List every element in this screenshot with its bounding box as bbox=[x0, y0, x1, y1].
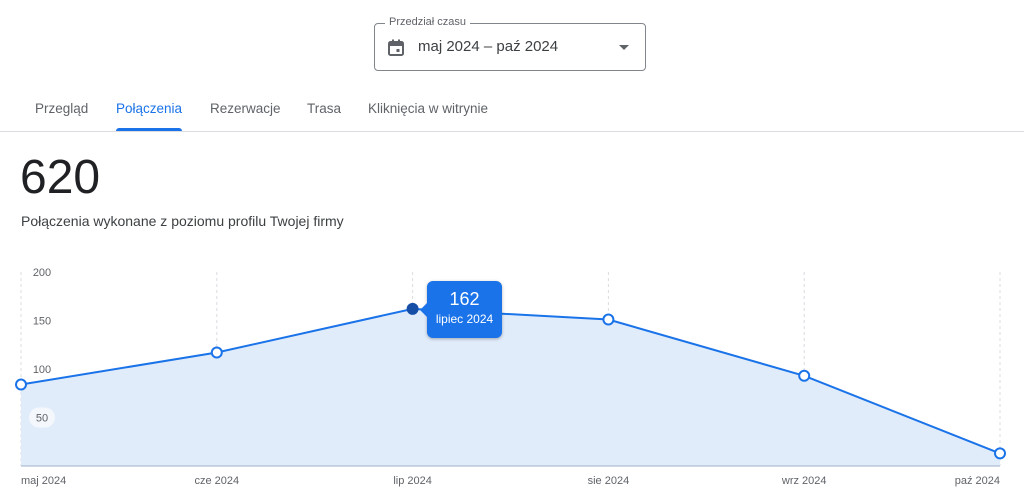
tooltip-label: lipiec 2024 bbox=[435, 312, 494, 326]
y-tick-label: 200 bbox=[33, 267, 51, 279]
data-point bbox=[210, 346, 223, 359]
y-tick-label: 100 bbox=[33, 364, 51, 376]
y-tick-label: 50 bbox=[36, 413, 48, 425]
tab-calls[interactable]: Połączenia bbox=[116, 101, 183, 131]
chart-tooltip: 162 lipiec 2024 bbox=[420, 281, 502, 338]
date-range-value: maj 2024 – paź 2024 bbox=[418, 38, 559, 55]
y-tick-label: 150 bbox=[33, 316, 51, 328]
data-point bbox=[15, 378, 27, 391]
x-tick-label: maj 2024 bbox=[21, 475, 66, 487]
tab-overview[interactable]: Przegląd bbox=[35, 101, 89, 116]
data-point bbox=[798, 369, 811, 382]
x-tick-label: lip 2024 bbox=[393, 475, 432, 487]
tab-website-clicks[interactable]: Kliknięcia w witrynie bbox=[368, 101, 489, 116]
data-point bbox=[994, 447, 1006, 460]
tab-directions[interactable]: Trasa bbox=[307, 101, 342, 116]
x-tick-label: paź 2024 bbox=[955, 475, 1000, 487]
x-tick-label: sie 2024 bbox=[588, 475, 630, 487]
calendar-icon bbox=[388, 39, 404, 56]
area-fill bbox=[21, 308, 1000, 466]
x-tick-label: cze 2024 bbox=[194, 475, 239, 487]
data-point bbox=[602, 313, 615, 326]
data-point bbox=[406, 302, 419, 315]
tab-bookings[interactable]: Rezerwacje bbox=[210, 101, 281, 116]
total-calls: 620 bbox=[20, 151, 101, 204]
date-range-label: Przedział czasu bbox=[385, 16, 471, 28]
x-tick-label: wrz 2024 bbox=[781, 475, 827, 487]
total-calls-description: Połączenia wykonane z poziomu profilu Tw… bbox=[21, 213, 344, 229]
date-range-select[interactable]: Przedział czasu maj 2024 – paź 2024 bbox=[374, 16, 646, 71]
dropdown-arrow-icon bbox=[619, 45, 629, 50]
tooltip-value: 162 bbox=[449, 289, 480, 309]
y-tick-pill bbox=[29, 407, 55, 428]
tab-bar: Przegląd Połączenia Rezerwacje Trasa Kli… bbox=[0, 86, 1024, 132]
series-line bbox=[20, 307, 1001, 455]
